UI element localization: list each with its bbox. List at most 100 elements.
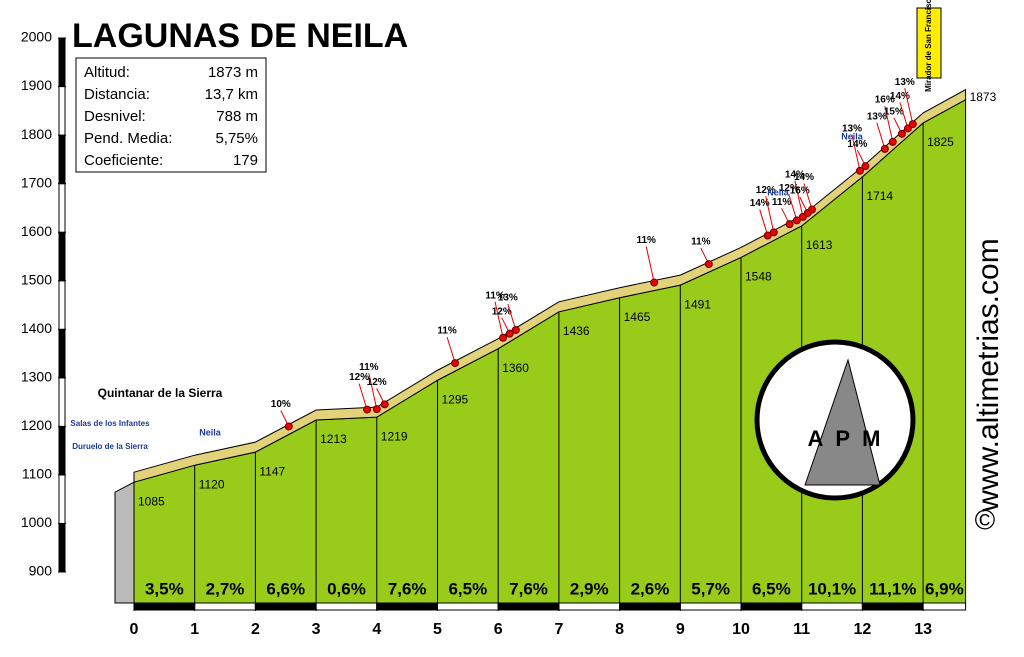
mirador-sign: [916, 7, 942, 79]
y-tick-label: 1600: [21, 223, 52, 239]
place: Duruelo de la Sierra: [72, 442, 148, 451]
elevation-label: 1147: [259, 464, 285, 478]
place: Neila: [199, 427, 222, 437]
info-label: Pend. Media:: [84, 130, 172, 147]
annotation-leader: [765, 196, 775, 233]
elevation-label: 1491: [684, 297, 711, 311]
segment-bar: [497, 602, 560, 611]
segment-label: 2,7%: [206, 579, 245, 598]
segment-bar: [558, 602, 621, 611]
gradient-dot: [363, 405, 372, 414]
segment-bar: [740, 602, 803, 611]
segment-label: 11,1%: [869, 579, 916, 598]
elevation-label: 1085: [138, 494, 165, 508]
annotation-leader: [851, 134, 861, 171]
segment-bar: [619, 602, 681, 611]
segment-label: 2,6%: [631, 579, 670, 598]
annotation-leader: [876, 122, 886, 150]
annotation-leader: [759, 209, 769, 236]
axis-band: [58, 377, 66, 427]
annotation-leader: [794, 180, 804, 217]
annotation-label: 12%: [367, 377, 387, 388]
x-tick-label: 9: [676, 621, 685, 638]
axis-band: [58, 37, 66, 88]
x-tick-label: 0: [130, 621, 139, 638]
y-tick-label: 1300: [21, 369, 52, 385]
annotation-leader: [358, 383, 368, 410]
annotation-leader: [904, 88, 914, 125]
y-tick-label: 1100: [22, 466, 52, 482]
gradient-dot: [505, 329, 514, 338]
gradient-dot: [888, 137, 897, 146]
gradient-dot: [792, 216, 801, 225]
gradient-dot: [808, 205, 817, 214]
elevation-label: 1465: [624, 310, 651, 324]
side-face: [114, 481, 135, 604]
info-value: 5,75%: [215, 130, 258, 147]
annotation-label: 13%: [895, 77, 915, 88]
annotation-label: 15%: [884, 106, 904, 117]
x-tick-label: 7: [554, 621, 563, 638]
segment-label: 6,6%: [266, 579, 305, 598]
x-tick-label: 10: [732, 621, 750, 638]
annotation-label: 14%: [785, 170, 805, 181]
logo-mountain: [804, 358, 881, 486]
x-tick-label: 12: [854, 621, 872, 638]
x-tick-label: 2: [251, 621, 260, 638]
y-tick-label: 1000: [21, 514, 52, 530]
axis-band: [58, 231, 66, 282]
gradient-dot: [511, 325, 520, 334]
annotation-label: 16%: [875, 95, 895, 106]
segment-label: 7,6%: [509, 579, 548, 598]
annotation-label: 10%: [271, 399, 291, 410]
gradient-dot: [769, 228, 778, 237]
place: Neila: [767, 187, 790, 197]
segment-bar: [801, 602, 863, 611]
segment-label: 5,7%: [691, 579, 730, 598]
gradient-dot: [650, 278, 659, 287]
annotation-label: 11%: [691, 237, 711, 248]
gradient-dot: [908, 120, 917, 129]
info-rows: Altitud: 1873 m Distancia: 13,7 km Desnivel:…: [84, 64, 258, 169]
x-tick-label: 6: [494, 621, 503, 638]
elevation-label: 1825: [927, 135, 954, 149]
elevation-label: 1548: [745, 270, 772, 284]
gradient-dot: [451, 359, 460, 368]
segment-label: 6,5%: [448, 579, 487, 598]
annotation-label: 11%: [772, 197, 792, 208]
gradient-dot: [855, 166, 864, 175]
annotation-leader: [368, 373, 378, 410]
elevation-label: 1295: [442, 392, 469, 406]
elevation-label: 1714: [866, 189, 893, 203]
axis-band: [58, 522, 66, 573]
place: Mirador de San Francisco: [924, 0, 933, 92]
axis-band: [58, 425, 66, 476]
x-tick-label: 5: [433, 621, 442, 638]
segment-bar: [254, 602, 317, 611]
annotation-label: 11%: [359, 362, 379, 373]
place: Salas de los Infantes: [70, 419, 150, 428]
axis-band: [58, 474, 66, 524]
axis-band: [58, 328, 66, 379]
axis-band: [58, 134, 66, 185]
annotation-label: 16%: [790, 186, 810, 197]
website: www.altimetrias.com: [972, 238, 1005, 512]
segment-label: 2,9%: [570, 579, 609, 598]
info-label: Altitud:: [84, 64, 130, 81]
info-value: 788 m: [216, 108, 258, 125]
axis-band: [58, 183, 66, 233]
annotation-label: 13%: [498, 293, 518, 304]
logo-text: APM: [808, 426, 893, 451]
gradient-dot: [499, 333, 508, 342]
x-tick-label: 4: [372, 621, 381, 638]
elevation-label: 1120: [199, 477, 225, 491]
elevation-label: 1613: [806, 238, 833, 252]
x-tick-label: 11: [793, 621, 810, 638]
annotation-leader: [645, 246, 655, 283]
y-tick-label: 1800: [21, 126, 52, 142]
info-label: Coeficiente:: [84, 152, 163, 169]
x-tick-label: 1: [190, 621, 199, 638]
segment-label: 6,5%: [752, 579, 791, 598]
segment-label: 7,6%: [388, 579, 427, 598]
